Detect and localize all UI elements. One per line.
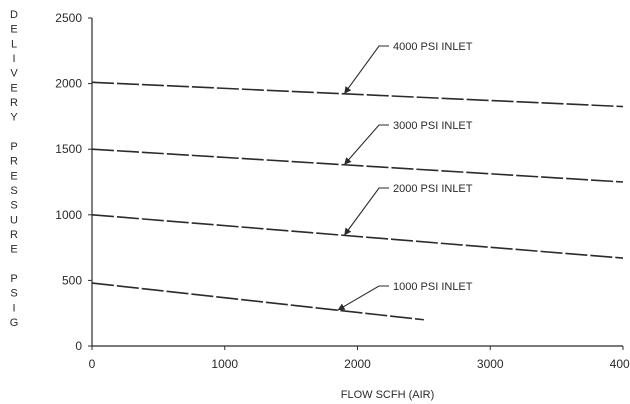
y-axis-label-letter: E	[10, 24, 17, 36]
y-tick-label: 2500	[55, 11, 82, 25]
tick-labels: 0 500 1000 1500 2000 2500 0 1000 2000 3000 4000	[55, 11, 630, 371]
y-axis-label-letter: E	[10, 244, 17, 256]
x-tick-label: 3000	[477, 357, 504, 371]
leader-line	[343, 124, 389, 166]
series-lines	[91, 81, 624, 321]
y-axis-label-letter: S	[10, 288, 17, 300]
series-line	[91, 148, 624, 183]
y-axis-label-letter: D	[10, 9, 18, 21]
y-axis-label-letter: R	[10, 97, 18, 109]
series-label: 1000 PSI INLET	[393, 281, 473, 293]
y-axis-label-letter: I	[12, 53, 15, 65]
y-axis-label-letter: P	[10, 141, 17, 153]
y-tick-label: 2000	[55, 77, 82, 91]
y-axis-label-letter: S	[10, 200, 17, 212]
x-tick-label: 4000	[610, 357, 630, 371]
series-label: 3000 PSI INLET	[393, 120, 473, 132]
x-tick-label: 1000	[211, 357, 238, 371]
leader-arrowhead	[344, 86, 352, 94]
y-axis-label-letter: U	[10, 214, 18, 226]
y-axis-label-letter: G	[10, 317, 19, 329]
y-axis-label-letter: Y	[10, 112, 18, 124]
series-line	[91, 214, 624, 259]
series-line	[91, 81, 624, 108]
y-axis-label-letter: P	[10, 273, 17, 285]
series-label: 2000 PSI INLET	[393, 183, 473, 195]
y-tick-label: 1500	[55, 142, 82, 156]
y-axis-label-letter: I	[12, 302, 15, 314]
y-tick-label: 0	[75, 339, 82, 353]
x-tick-label: 0	[89, 357, 96, 371]
leader-line	[337, 285, 389, 311]
y-axis-label-letter: S	[10, 185, 17, 197]
series-label: 4000 PSI INLET	[393, 41, 473, 53]
y-axis-label-letter: E	[10, 82, 17, 94]
leader-line	[343, 187, 389, 236]
series-annotations: 4000 PSI INLET 3000 PSI INLET 2000 PSI INL…	[337, 41, 473, 311]
y-tick-label: 1000	[55, 208, 82, 222]
axes	[88, 17, 624, 350]
y-axis-label-letter: L	[11, 38, 17, 50]
y-axis-label-letter: R	[10, 156, 18, 168]
leader-arrowhead	[344, 157, 352, 165]
x-tick-label: 2000	[344, 357, 371, 371]
y-axis-label-letter: E	[10, 170, 17, 182]
y-axis-label-letter: V	[10, 68, 18, 80]
x-axis-label: FLOW SCFH (AIR)	[341, 389, 435, 401]
leader-arrowhead	[337, 303, 346, 311]
y-tick-label: 500	[62, 273, 82, 287]
leader-line	[343, 45, 389, 95]
y-axis-label-letter: R	[10, 229, 18, 241]
leader-arrowhead	[344, 227, 352, 236]
series-line	[91, 282, 424, 321]
